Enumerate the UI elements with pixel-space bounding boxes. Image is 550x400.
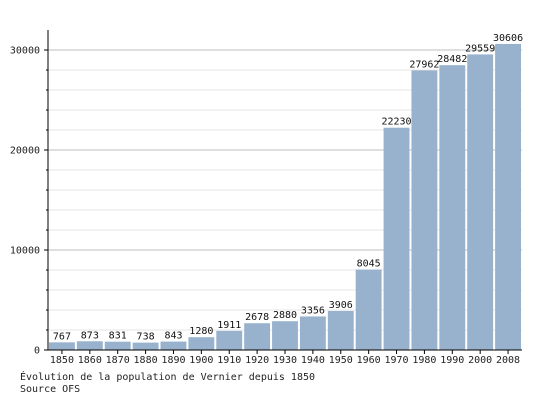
x-tick-label: 1940 xyxy=(301,355,325,366)
y-tick-label: 0 xyxy=(34,346,40,357)
bar xyxy=(49,342,75,350)
bar xyxy=(76,341,103,350)
x-tick-label: 1920 xyxy=(245,355,269,366)
x-tick-label: 1980 xyxy=(412,355,436,366)
bar-value-label: 738 xyxy=(137,332,155,343)
bar-value-label: 2880 xyxy=(273,310,297,321)
bar xyxy=(299,316,326,350)
bar xyxy=(160,341,187,350)
bar xyxy=(244,323,271,350)
bar xyxy=(132,342,159,350)
x-tick-label: 1890 xyxy=(161,355,185,366)
chart-source: Source OFS xyxy=(20,384,81,395)
bar-value-label: 28482 xyxy=(437,54,467,65)
x-tick-label: 2008 xyxy=(496,355,520,366)
bar-value-label: 22230 xyxy=(381,117,411,128)
bars xyxy=(49,43,521,351)
x-tick-label: 1860 xyxy=(78,355,102,366)
chart-caption: Évolution de la population de Vernier de… xyxy=(20,372,316,383)
x-tick-label: 1970 xyxy=(384,355,408,366)
axes: 0 10000 20000 30000 1850 1860 1870 1880 1890 1900… xyxy=(10,30,522,366)
bar xyxy=(104,341,131,350)
bar xyxy=(355,269,382,350)
bar xyxy=(495,43,521,350)
bar-value-label: 30606 xyxy=(493,33,523,44)
bar xyxy=(327,310,354,350)
x-tick-label: 1850 xyxy=(50,355,74,366)
bar-value-label: 843 xyxy=(164,331,182,342)
bar-value-label: 1911 xyxy=(217,320,241,331)
bar-value-label: 831 xyxy=(109,331,127,342)
bar-value-label: 873 xyxy=(81,330,99,341)
x-tick-label: 2000 xyxy=(468,355,492,366)
bar-value-label: 1280 xyxy=(189,326,213,337)
bar-value-label: 8045 xyxy=(357,259,381,270)
y-tick-label: 20000 xyxy=(10,146,40,157)
y-tick-label: 10000 xyxy=(10,246,40,257)
bar-value-label: 29559 xyxy=(465,43,495,54)
x-tick-label: 1870 xyxy=(106,355,130,366)
x-tick-label: 1950 xyxy=(329,355,353,366)
bar xyxy=(467,54,494,350)
population-bar-chart: 767 873 831 738 843 1280 1911 2678 2880 3356 3906 8… xyxy=(10,30,523,366)
x-tick-label: 1960 xyxy=(357,355,381,366)
bar-value-label: 27962 xyxy=(409,59,439,70)
bar-value-label: 767 xyxy=(53,331,71,342)
data-labels: 767 873 831 738 843 1280 1911 2678 2880 3356 3906 8… xyxy=(53,33,523,343)
y-tick-label: 30000 xyxy=(10,46,40,57)
x-tick-label: 1900 xyxy=(189,355,213,366)
bar xyxy=(383,127,410,350)
x-tick-label: 1990 xyxy=(440,355,464,366)
bar xyxy=(216,330,243,350)
bar-value-label: 2678 xyxy=(245,312,269,323)
bar-value-label: 3356 xyxy=(301,305,325,316)
bar xyxy=(272,321,298,350)
bar xyxy=(411,70,438,350)
bar-value-label: 3906 xyxy=(329,300,353,311)
bar xyxy=(439,65,466,351)
bar xyxy=(188,337,215,350)
x-tick-label: 1880 xyxy=(134,355,158,366)
x-tick-label: 1910 xyxy=(217,355,241,366)
x-tick-label: 1930 xyxy=(273,355,297,366)
